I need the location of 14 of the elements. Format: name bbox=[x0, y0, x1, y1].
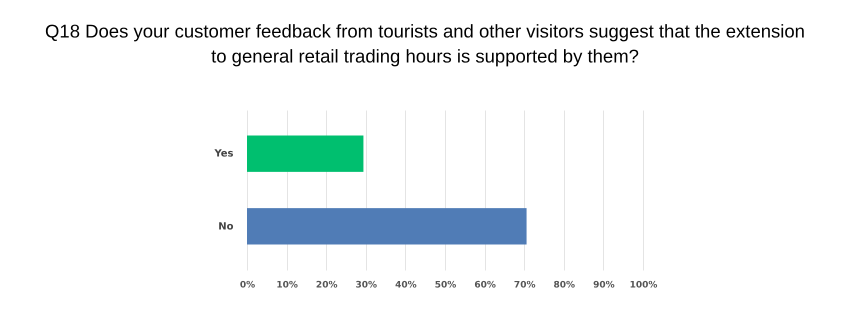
x-tick-label: 30% bbox=[356, 280, 378, 290]
chart-title: Q18 Does your customer feedback from tourists and other visitors suggest that the extension to general retail trading hours is supported by them? bbox=[45, 20, 805, 66]
y-tick-label: No bbox=[218, 221, 234, 232]
x-tick-label: 0% bbox=[240, 280, 256, 290]
x-tick-label: 90% bbox=[593, 280, 615, 290]
x-tick-label: 80% bbox=[554, 280, 576, 290]
x-tick-label: 50% bbox=[434, 280, 456, 290]
x-tick-label: 60% bbox=[474, 280, 496, 290]
x-tick-label: 20% bbox=[316, 280, 338, 290]
x-tick-label: 70% bbox=[514, 280, 536, 290]
x-tick-label: 40% bbox=[395, 280, 417, 290]
x-tick-label: 100% bbox=[630, 280, 658, 290]
y-tick-label: Yes bbox=[213, 148, 234, 160]
x-tick-label: 10% bbox=[276, 280, 298, 290]
